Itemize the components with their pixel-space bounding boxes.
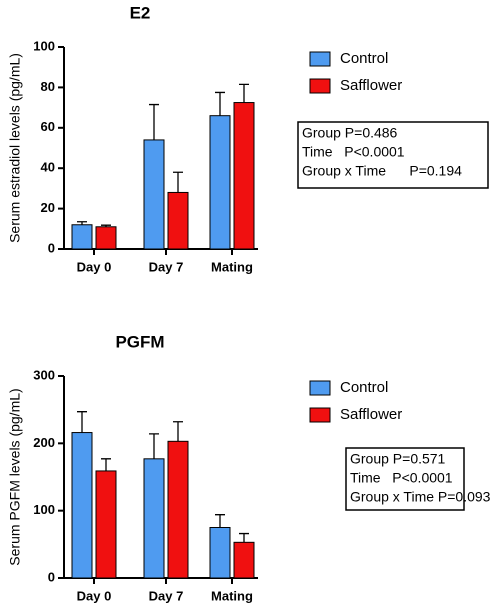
chart-title: PGFM xyxy=(115,332,164,351)
x-tick-label: Day 7 xyxy=(149,588,184,603)
bar xyxy=(233,102,255,250)
legend-swatch xyxy=(309,78,331,94)
error-bar xyxy=(77,221,87,225)
y-tick-label: 0 xyxy=(48,240,55,255)
legend-swatch xyxy=(309,380,331,396)
y-tick-label: 100 xyxy=(33,502,55,517)
legend-swatch xyxy=(309,51,331,67)
error-bar xyxy=(149,433,159,459)
y-tick-label: 200 xyxy=(33,435,55,450)
y-tick-label: 20 xyxy=(41,200,55,215)
legend-label: Control xyxy=(340,379,388,396)
error-bar xyxy=(173,171,183,193)
legend-label: Safflower xyxy=(340,77,402,94)
annotation-box xyxy=(345,447,465,511)
error-bar xyxy=(215,514,225,528)
y-axis-label: Serum PGFM levels (pg/mL) xyxy=(7,388,23,565)
bar xyxy=(95,470,117,579)
x-tick-label: Mating xyxy=(211,588,253,603)
error-bar xyxy=(239,83,249,103)
x-tick-label: Day 0 xyxy=(77,259,112,274)
y-tick-label: 100 xyxy=(33,38,55,53)
bar xyxy=(71,224,93,250)
annotation: Time P<0.0001 xyxy=(350,470,453,486)
x-tick-label: Mating xyxy=(211,259,253,274)
bar xyxy=(143,458,165,579)
legend-label: Control xyxy=(340,50,388,67)
error-bar xyxy=(77,411,87,433)
bar xyxy=(167,191,189,250)
y-tick-label: 40 xyxy=(41,160,55,175)
annotation: Group P=0.571 xyxy=(350,451,446,467)
annotation: Time P<0.0001 xyxy=(302,144,405,160)
error-bar xyxy=(101,458,111,471)
bar xyxy=(143,139,165,250)
error-bar xyxy=(149,103,159,140)
annotation: Group x Time P=0.194 xyxy=(302,163,462,179)
bar xyxy=(167,440,189,579)
annotation: Group x Time P=0.093 xyxy=(350,489,491,505)
legend-label: Safflower xyxy=(340,406,402,423)
annotation-box xyxy=(297,121,489,189)
y-tick-label: 60 xyxy=(41,119,55,134)
y-axis-label: Serum estradiol levels (pg/mL) xyxy=(7,53,23,243)
error-bar xyxy=(173,421,183,442)
bar xyxy=(71,432,93,579)
annotation: Group P=0.486 xyxy=(302,125,398,141)
y-tick-label: 0 xyxy=(48,569,55,584)
y-tick-label: 80 xyxy=(41,79,55,94)
bar xyxy=(233,541,255,579)
bar xyxy=(95,226,117,250)
bar xyxy=(209,527,231,579)
x-tick-label: Day 7 xyxy=(149,259,184,274)
chart-title: E2 xyxy=(130,3,151,22)
legend-swatch xyxy=(309,407,331,423)
error-bar xyxy=(239,532,249,543)
bar xyxy=(209,115,231,250)
y-tick-label: 300 xyxy=(33,367,55,382)
error-bar xyxy=(215,91,225,116)
x-tick-label: Day 0 xyxy=(77,588,112,603)
